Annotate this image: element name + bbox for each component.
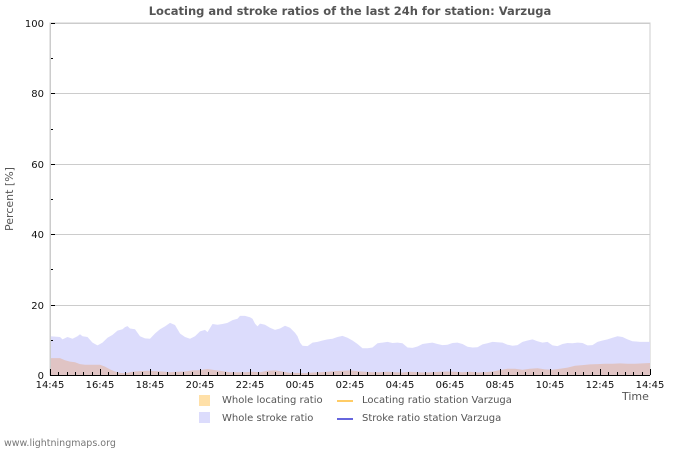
y-tick-label: 40 [31, 230, 44, 241]
x-tick-label: 06:45 [436, 380, 465, 391]
x-tick-label: 20:45 [186, 380, 215, 391]
x-tick-label: 08:45 [486, 380, 515, 391]
x-tick-label: 22:45 [236, 380, 265, 391]
x-tick-label: 10:45 [536, 380, 565, 391]
legend-swatch-whole-locating [199, 395, 210, 406]
x-tick-label: 12:45 [586, 380, 615, 391]
x-axis-label: Time [622, 390, 649, 403]
y-tick-label: 80 [31, 89, 44, 100]
whole-stroke-ratio-area [50, 315, 650, 375]
x-tick-label: 00:45 [286, 380, 315, 391]
legend-label-locating-station: Locating ratio station Varzuga [362, 395, 512, 406]
data-areas [50, 315, 650, 375]
y-tick-label: 60 [31, 160, 44, 171]
x-tick-label: 02:45 [336, 380, 365, 391]
x-tick-label: 16:45 [86, 380, 115, 391]
legend-line-stroke-station [337, 418, 353, 420]
chart-title: Locating and stroke ratios of the last 2… [148, 4, 552, 18]
legend-label-stroke-station: Stroke ratio station Varzuga [362, 413, 502, 424]
legend-label-whole-stroke: Whole stroke ratio [222, 413, 314, 424]
grid-lines [49, 22, 651, 376]
legend-label-whole-locating: Whole locating ratio [222, 395, 323, 406]
y-tick-label: 0 [38, 371, 44, 382]
x-tick-label: 18:45 [136, 380, 165, 391]
site-watermark: www.lightningmaps.org [4, 438, 116, 449]
y-axis-label: Percent [%] [3, 167, 16, 231]
legend-swatch-whole-stroke [199, 412, 210, 423]
legend-line-locating-station [337, 400, 353, 402]
axes: 0 20 40 60 80 100 14:45 16:45 18:45 20:45 22:45 00:… [25, 19, 665, 391]
y-tick-label: 20 [31, 301, 44, 312]
y-tick-label: 100 [25, 19, 44, 30]
x-tick-label: 04:45 [386, 380, 415, 391]
x-tick-label: 14:45 [636, 380, 665, 391]
x-tick-label: 14:45 [36, 380, 65, 391]
